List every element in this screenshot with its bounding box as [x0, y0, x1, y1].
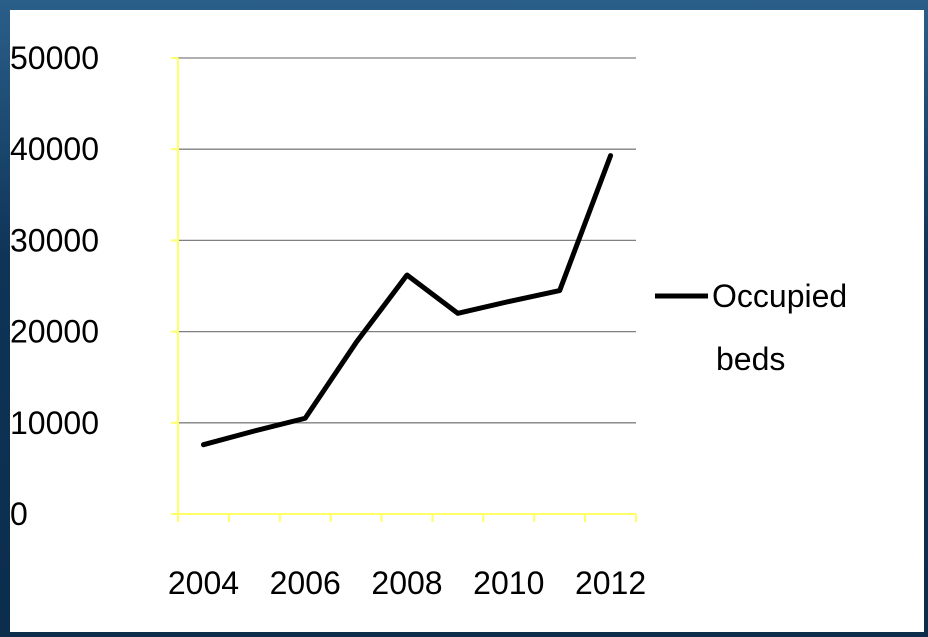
x-tick-label: 2008: [371, 565, 442, 601]
legend: Occupied beds: [655, 278, 847, 377]
legend-label-line-1: Occupied: [712, 278, 847, 314]
legend-label-line-2: beds: [716, 341, 785, 377]
x-tick-labels: 2004 2006 2008 2010 2012: [168, 514, 646, 601]
x-tick-label: 2010: [473, 565, 544, 601]
series-lines: [200, 153, 614, 448]
x-tick-label: 2006: [270, 565, 341, 601]
x-tick-label: 2012: [575, 565, 646, 601]
series-line-occupied-beds: [200, 153, 614, 448]
y-tick-label: 0: [10, 496, 28, 532]
axes: [177, 58, 636, 515]
y-tick-label: 30000: [10, 222, 99, 258]
chart-panel: [10, 10, 924, 632]
x-tick-label: 2004: [168, 565, 239, 601]
y-tick-label: 40000: [10, 131, 99, 167]
y-tick-label: 10000: [10, 405, 99, 441]
y-tick-label: 50000: [10, 40, 99, 76]
y-tick-labels: 0 10000 20000 30000 40000 50000: [10, 40, 178, 532]
y-tick-label: 20000: [10, 314, 99, 350]
gridlines: [178, 57, 636, 424]
